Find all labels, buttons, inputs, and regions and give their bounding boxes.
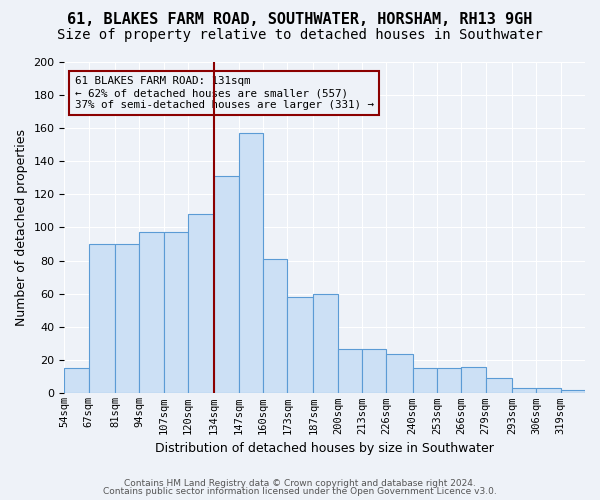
Text: Contains public sector information licensed under the Open Government Licence v3: Contains public sector information licen… — [103, 487, 497, 496]
Text: Size of property relative to detached houses in Southwater: Size of property relative to detached ho… — [57, 28, 543, 42]
Bar — [164, 232, 188, 394]
Bar — [338, 348, 362, 394]
Text: Contains HM Land Registry data © Crown copyright and database right 2024.: Contains HM Land Registry data © Crown c… — [124, 478, 476, 488]
Text: 61, BLAKES FARM ROAD, SOUTHWATER, HORSHAM, RH13 9GH: 61, BLAKES FARM ROAD, SOUTHWATER, HORSHA… — [67, 12, 533, 28]
Bar — [486, 378, 512, 394]
Bar — [362, 348, 386, 394]
Bar — [89, 244, 115, 394]
Bar — [139, 232, 164, 394]
Bar — [239, 133, 263, 394]
Bar — [512, 388, 536, 394]
Bar — [461, 367, 486, 394]
Text: 61 BLAKES FARM ROAD: 131sqm
← 62% of detached houses are smaller (557)
37% of se: 61 BLAKES FARM ROAD: 131sqm ← 62% of det… — [75, 76, 374, 110]
Bar — [313, 294, 338, 394]
Bar — [386, 354, 413, 394]
Y-axis label: Number of detached properties: Number of detached properties — [15, 129, 28, 326]
Bar — [263, 259, 287, 394]
Bar — [214, 176, 239, 394]
Bar — [64, 368, 89, 394]
Bar — [413, 368, 437, 394]
Bar — [188, 214, 214, 394]
X-axis label: Distribution of detached houses by size in Southwater: Distribution of detached houses by size … — [155, 442, 494, 455]
Bar — [437, 368, 461, 394]
Bar — [287, 297, 313, 394]
Bar — [536, 388, 560, 394]
Bar — [560, 390, 585, 394]
Bar — [115, 244, 139, 394]
